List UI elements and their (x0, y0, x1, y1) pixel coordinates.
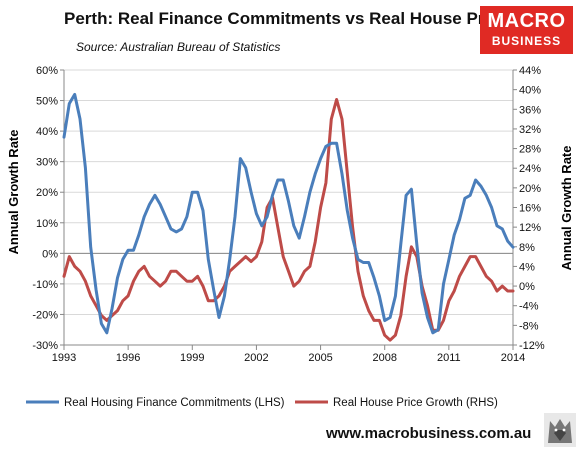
tick-label-x: 1996 (116, 352, 140, 364)
y-axis-label-left: Annual Growth Rate (6, 130, 21, 255)
tick-label-left: -20% (32, 309, 58, 321)
tick-label-left: -30% (32, 340, 58, 352)
tick-label-x: 2002 (244, 352, 268, 364)
tick-label-right: 8% (519, 242, 535, 254)
tick-label-left: 10% (36, 218, 58, 230)
tick-label-x: 2014 (501, 352, 525, 364)
chart-title: Perth: Real Finance Commitments vs Real … (64, 9, 518, 28)
tick-label-right: 12% (519, 222, 541, 234)
tick-label-right: 40% (519, 85, 541, 97)
tick-label-right: -8% (519, 320, 539, 332)
wolf-icon (544, 413, 576, 447)
tick-label-right: 20% (519, 183, 541, 195)
tick-labels: -30% -20% -10% 0% 10% 20% 30% 40% 50% 60% -12% -8% -… (32, 65, 545, 364)
legend: Real Housing Finance Commitments (LHS) Re… (26, 397, 498, 409)
tick-label-right: 32% (519, 124, 541, 136)
tick-label-left: 0% (42, 248, 58, 260)
axes (60, 69, 517, 350)
tick-label-x: 2011 (437, 352, 461, 364)
tick-label-left: 50% (36, 96, 58, 108)
logo-line-1: MACRO (487, 10, 566, 32)
tick-label-right: 36% (519, 104, 541, 116)
series-line-finance-commitments (62, 92, 515, 335)
tick-label-right: 24% (519, 163, 541, 175)
macrobusiness-logo: MACRO BUSINESS (480, 6, 573, 54)
tick-label-right: 4% (519, 261, 535, 273)
tick-label-right: 0% (519, 281, 535, 293)
logo-line-2: BUSINESS (491, 34, 562, 48)
tick-label-left: 20% (36, 187, 58, 199)
footer-url: www.macrobusiness.com.au (326, 425, 532, 442)
legend-label: Real House Price Growth (RHS) (333, 397, 498, 409)
legend-label: Real Housing Finance Commitments (LHS) (64, 397, 285, 409)
tick-label-x: 2008 (372, 352, 396, 364)
series-line-house-prices (62, 98, 515, 342)
tick-label-x: 1999 (180, 352, 204, 364)
tick-label-right: -4% (519, 301, 539, 313)
y-axis-label-right: Annual Growth Rate (559, 146, 574, 271)
tick-label-left: 40% (36, 126, 58, 138)
tick-label-right: 44% (519, 65, 541, 77)
tick-label-left: 60% (36, 65, 58, 77)
series-layer (62, 92, 515, 342)
tick-label-right: 16% (519, 203, 541, 215)
tick-label-right: -12% (519, 340, 545, 352)
tick-label-x: 2005 (308, 352, 332, 364)
tick-label-left: -10% (32, 279, 58, 291)
tick-label-right: 28% (519, 144, 541, 156)
chart-subtitle: Source: Australian Bureau of Statistics (76, 40, 281, 54)
tick-label-left: 30% (36, 157, 58, 169)
tick-label-x: 1993 (52, 352, 76, 364)
